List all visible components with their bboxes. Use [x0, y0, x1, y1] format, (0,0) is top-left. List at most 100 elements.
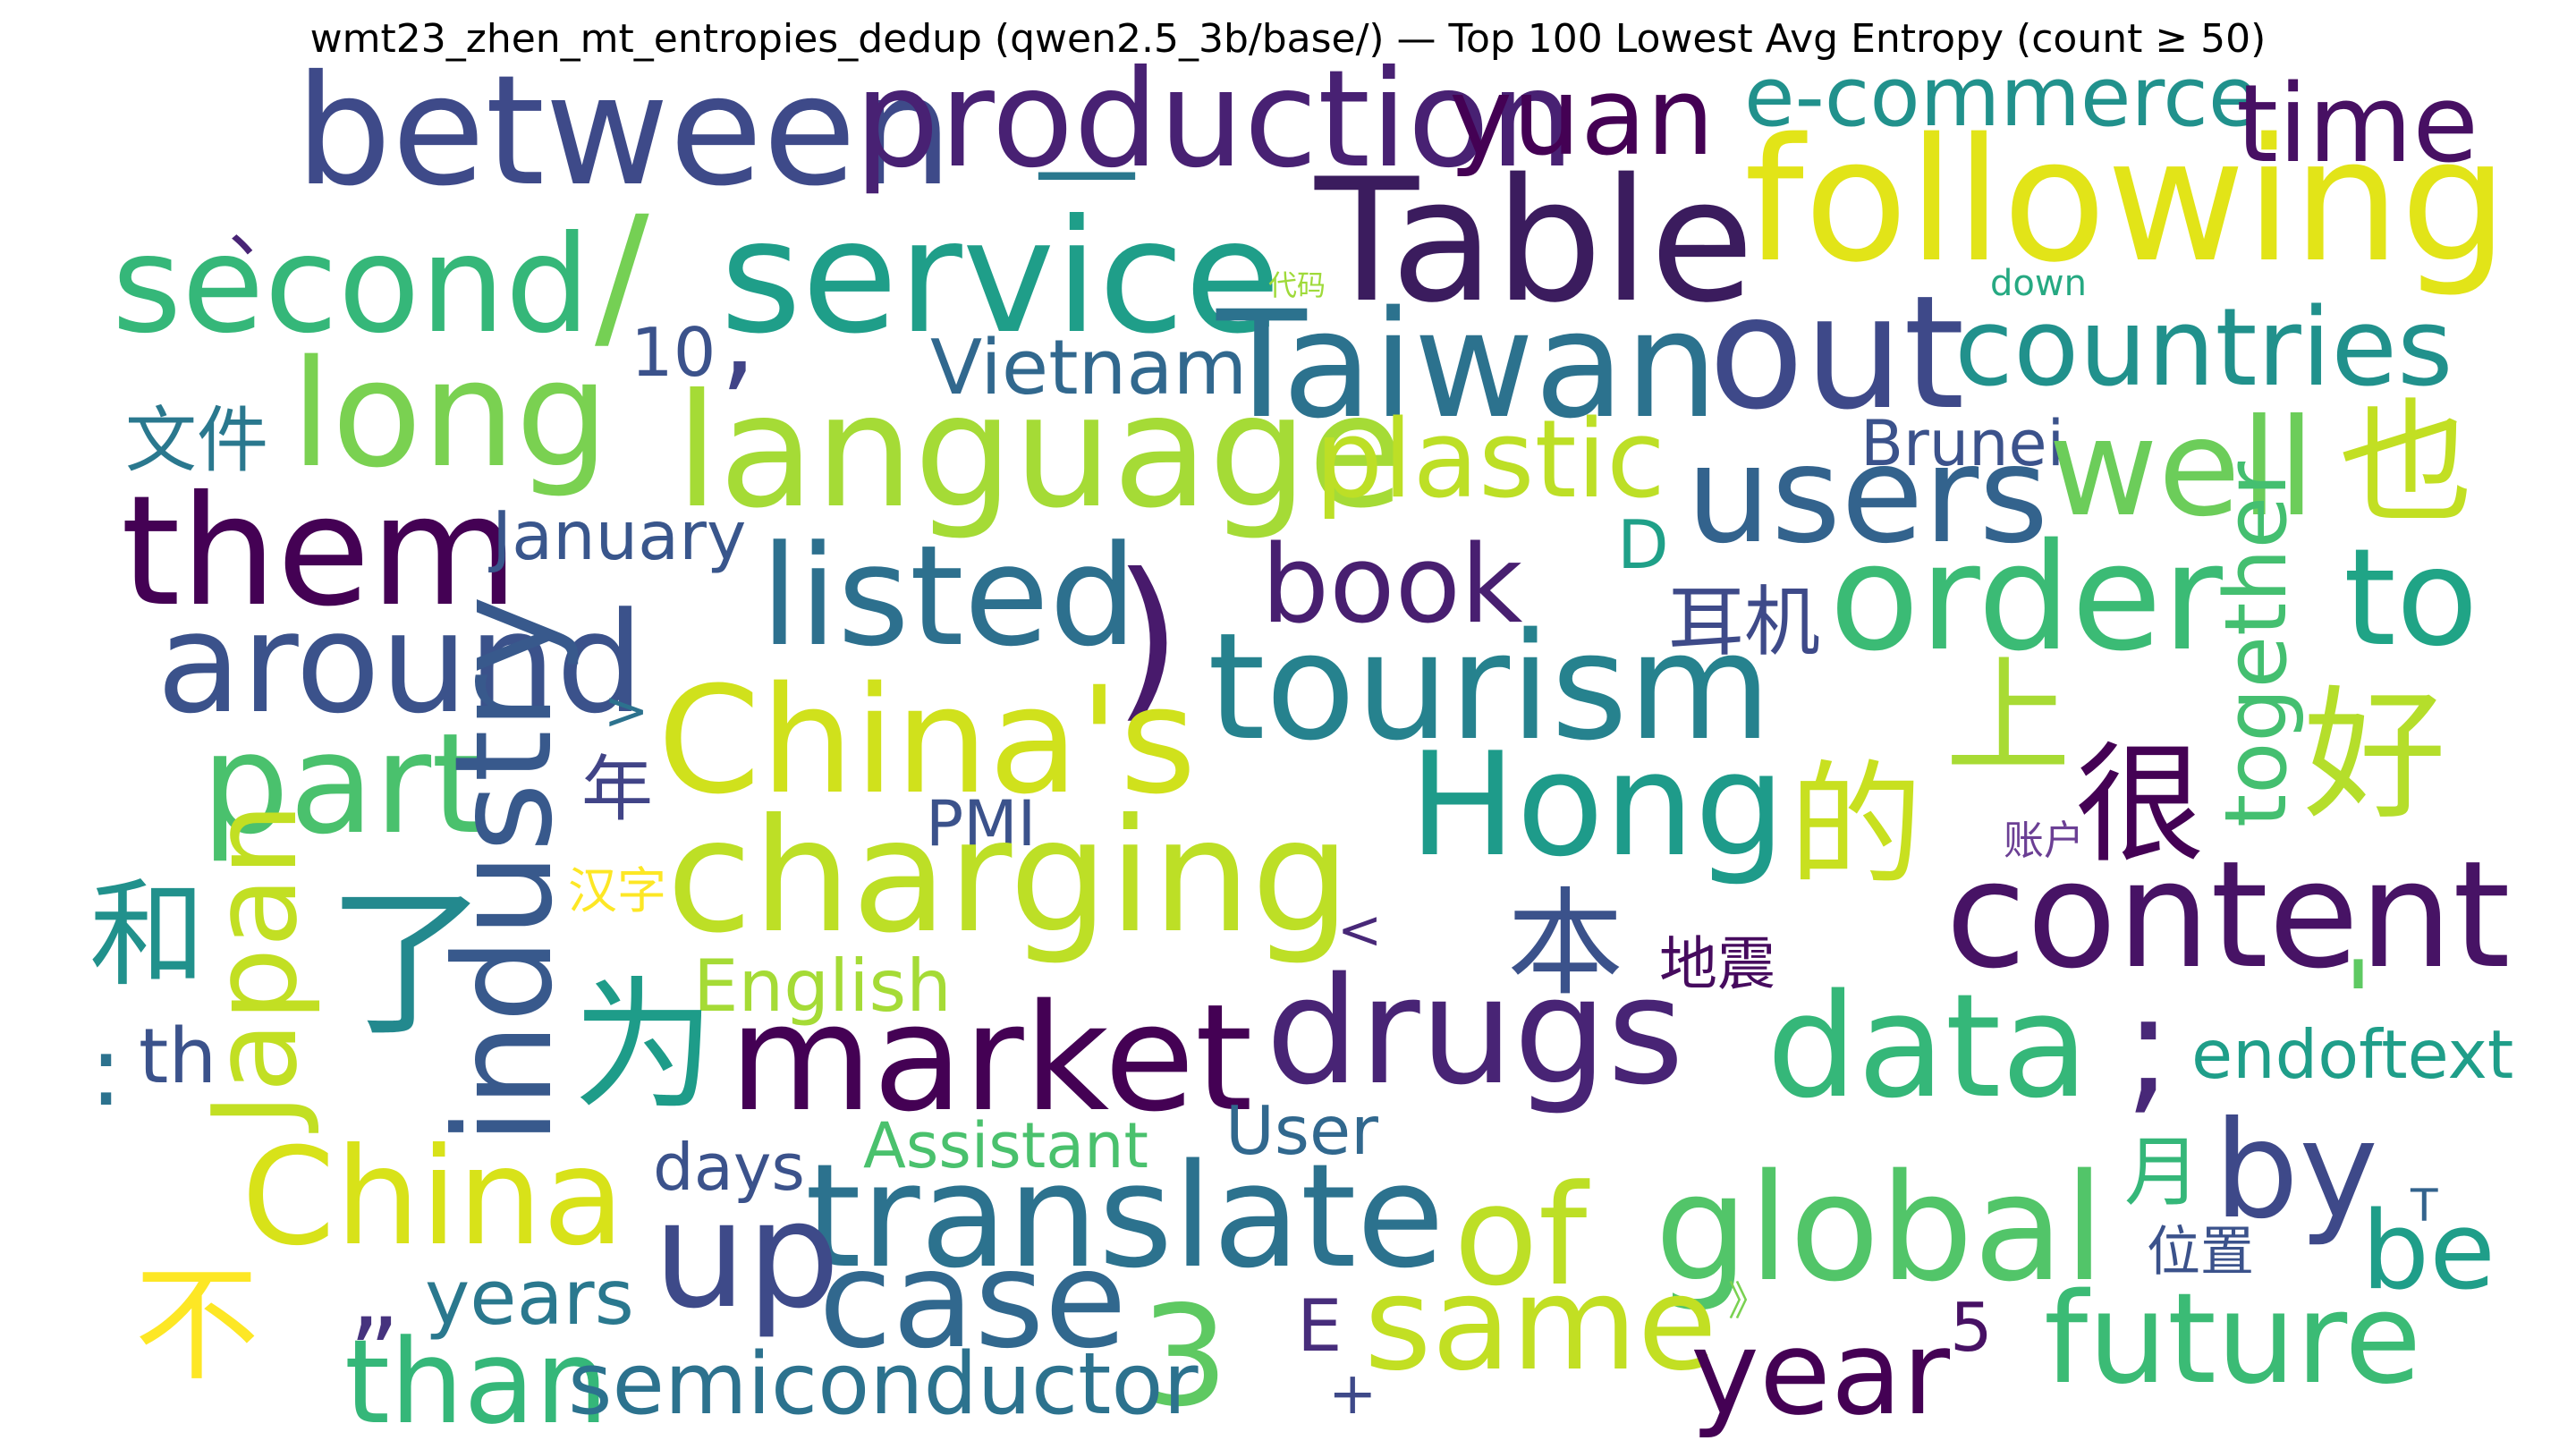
word-4: time — [2236, 63, 2479, 187]
word-27: 也 — [2339, 386, 2473, 542]
word-23: plastic — [1315, 398, 1665, 522]
word-37: around — [157, 582, 644, 744]
word-40: > — [604, 680, 648, 742]
word-35: to — [2343, 521, 2479, 676]
word-45: industry — [427, 596, 582, 1145]
word-76: of — [1453, 1155, 1590, 1317]
word-14: 10 — [631, 313, 716, 392]
word-97: year — [1690, 1305, 1951, 1441]
word-55: 汉字 — [568, 862, 666, 919]
word-48: 的 — [1789, 749, 1923, 904]
word-70: endoftext — [2191, 1015, 2513, 1094]
word-61: English — [693, 945, 952, 1028]
word-59: < — [1337, 899, 1382, 962]
word-69: ' — [2343, 939, 2373, 1063]
word-26: well — [2048, 391, 2315, 547]
word-32: ) — [1114, 536, 1182, 739]
word-53: 和 — [89, 867, 206, 1003]
word-88: 3 — [1140, 1275, 1229, 1437]
word-8: / — [595, 182, 649, 369]
word-30: D — [1617, 505, 1669, 584]
word-39: together — [2207, 461, 2306, 827]
word-52: charging — [666, 786, 1351, 968]
word-33: book — [1261, 523, 1523, 648]
word-1: production — [854, 42, 1574, 198]
word-90: same — [1364, 1249, 1717, 1400]
word-92: 5 — [1950, 1288, 1993, 1367]
word-81: be — [2361, 1190, 2496, 1314]
word-96: + — [1328, 1360, 1377, 1428]
word-6: Table — [1314, 142, 1754, 340]
word-47: Hong — [1409, 721, 1785, 888]
word-5: following — [1744, 102, 2508, 300]
word-24: users — [1686, 418, 2048, 573]
word-0: between — [295, 43, 953, 220]
word-46: 年 — [581, 748, 653, 831]
word-15: , — [720, 267, 757, 403]
word-43: China's — [657, 655, 1197, 826]
word-21: long — [291, 328, 609, 500]
word-80: T — [2410, 1180, 2438, 1232]
word-31: listed — [760, 515, 1137, 677]
word-49: 很 — [2075, 730, 2205, 881]
word-75: translate — [805, 1132, 1445, 1300]
chart-title: wmt23_zhen_mt_entropies_dedup (qwen2.5_3… — [309, 16, 2267, 62]
word-11: — — [1033, 107, 1140, 232]
word-57: 本 — [1507, 876, 1623, 1012]
word-18: out — [1708, 263, 1965, 445]
word-13: down — [1990, 263, 2087, 304]
word-42: 好 — [2303, 672, 2446, 839]
word-29: January — [488, 496, 746, 575]
word-91: 》 — [1728, 1277, 1768, 1325]
word-72: User — [1225, 1091, 1378, 1170]
word-77: global — [1655, 1142, 2105, 1314]
word-60: 地震 — [1659, 931, 1775, 998]
word-54: 了 — [326, 871, 487, 1058]
word-84: 位置 — [2147, 1221, 2254, 1284]
word-62: 为 — [572, 962, 716, 1130]
word-22: language — [675, 361, 1404, 543]
word-79: 月 — [2124, 1129, 2200, 1217]
word-20: 文件 — [125, 399, 268, 482]
word-9: service — [720, 187, 1281, 369]
word-73: China — [242, 1120, 624, 1275]
word-66: drugs — [1266, 945, 1684, 1117]
word-50: PMI — [926, 787, 1036, 860]
word-82: up — [653, 1169, 840, 1341]
word-89: E — [1297, 1284, 1343, 1368]
word-7: second — [112, 208, 590, 363]
word-19: countries — [1954, 286, 2453, 411]
word-65: market — [729, 972, 1253, 1144]
word-68: ; — [2124, 962, 2173, 1130]
word-78: by — [2214, 1093, 2378, 1249]
word-86: „ — [349, 1237, 400, 1352]
word-87: years — [425, 1254, 634, 1343]
word-36: 耳机 — [1668, 579, 1820, 667]
word-28: them — [121, 463, 519, 640]
word-34: order — [1829, 512, 2223, 683]
word-67: data — [1767, 962, 2089, 1130]
word-71: Assistant — [863, 1109, 1148, 1182]
word-93: future — [2044, 1267, 2421, 1412]
word-10: 、 — [228, 184, 300, 267]
word-51: 账户 — [2004, 817, 2084, 864]
word-83: case — [818, 1223, 1127, 1378]
word-95: semiconductor — [568, 1335, 1199, 1434]
word-41: 上 — [1945, 645, 2071, 791]
word-58: content — [1945, 829, 2511, 1001]
word-85: 不 — [134, 1253, 259, 1399]
word-44: part — [201, 703, 486, 865]
word-38: tourism — [1208, 601, 1772, 773]
word-56: Japan — [187, 802, 323, 1133]
word-12: 代码 — [1268, 268, 1326, 302]
word-16: Vietnam — [930, 324, 1247, 412]
word-74: days — [653, 1130, 805, 1205]
word-17: Taiwan — [1216, 279, 1718, 451]
word-3: e-commerce — [1744, 49, 2259, 145]
word-94: than — [344, 1314, 608, 1449]
word-63: : — [89, 1013, 123, 1128]
word-25: Brunei — [1860, 407, 2064, 480]
word-2: yuan — [1449, 55, 1715, 180]
word-64: th — [139, 1013, 216, 1101]
